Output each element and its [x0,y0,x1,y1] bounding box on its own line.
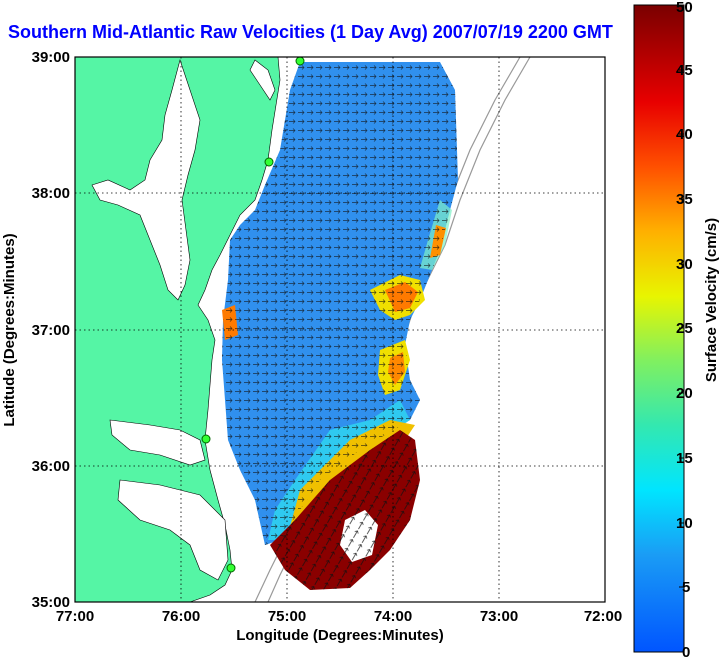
delaware-bay [249,59,276,101]
colorbar-tick-label: 10 [676,515,693,532]
y-tick-label: 37:00 [32,322,70,339]
map-title: Southern Mid-Atlantic Raw Velocities (1 … [8,22,613,42]
y-tick-label: 36:00 [32,458,70,475]
colorbar-tick-label: 50 [676,0,693,16]
colorbar-tick-label: 0 [682,644,690,659]
colorbar-tick-label: 30 [676,256,693,273]
radar-station-marker [264,157,274,167]
x-tick-label: 77:00 [56,608,94,625]
colorbar-tick-label: 15 [676,450,693,467]
y-tick-label: 35:00 [32,594,70,611]
colorbar-label: Surface Velocity (cm/s) [703,218,720,382]
chesapeake-bay [91,58,201,301]
velocity-vectors [270,430,420,590]
x-tick-label: 75:00 [268,608,306,625]
x-tick-label: 76:00 [162,608,200,625]
colorbar-tick-label: 45 [676,62,693,79]
colorbar-tick-label: 40 [676,126,693,143]
colorbar-tick-label: 25 [676,320,693,337]
graticule [75,57,605,602]
velocity-vectors [222,62,458,545]
x-tick-label: 73:00 [480,608,518,625]
x-tick-label: 72:00 [584,608,622,625]
colorbar-ticks [679,4,684,653]
y-axis-label: Latitude (Degrees:Minutes) [1,233,18,426]
colorbar-tick-label: 35 [676,191,693,208]
colorbar [633,4,685,653]
x-axis-label: Longitude (Degrees:Minutes) [236,627,444,644]
radar-station-marker [226,563,236,573]
y-tick-label: 39:00 [32,49,70,66]
y-tick-label: 38:00 [32,185,70,202]
pamlico-sound [117,479,229,581]
colorbar-tick-label: 5 [682,579,690,596]
radar-station-marker [295,57,305,66]
x-tick-label: 74:00 [374,608,412,625]
radar-station-marker [201,434,211,444]
colorbar-tick-label: 20 [676,385,693,402]
